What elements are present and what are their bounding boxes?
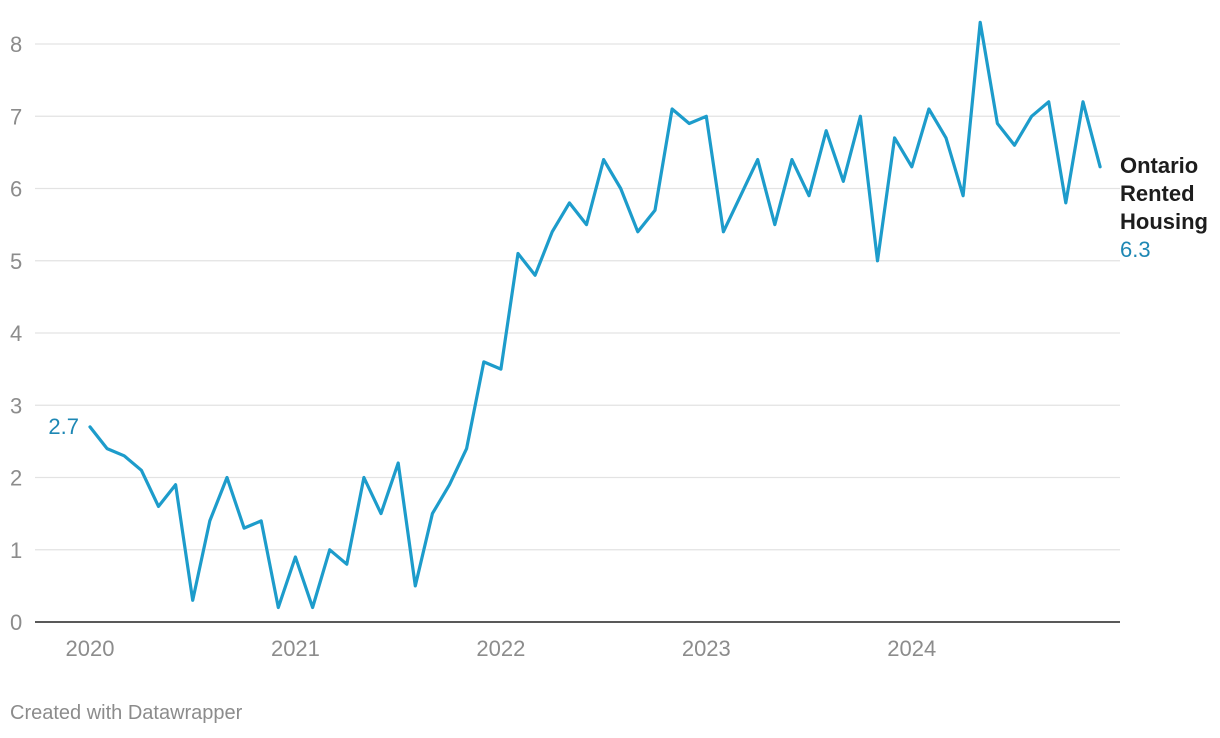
- data-point: 2022-04: 5.4: [549, 229, 555, 235]
- data-point: 2022-10: 5.7: [652, 207, 658, 213]
- data-point: 2023-11: 5: [875, 258, 881, 264]
- data-point: 2024-01: 6.3: [909, 164, 915, 170]
- data-point: 2021-04: 0.8: [344, 561, 350, 567]
- y-tick-label: 0: [10, 610, 22, 635]
- data-point: 2022-11: 7.1: [669, 106, 675, 112]
- data-point: 2022-01: 3.5: [498, 366, 504, 372]
- data-point: 2022-12: 6.9: [686, 120, 692, 126]
- data-point: 2020-02: 2.4: [104, 446, 110, 452]
- series-line-ontario-rented-housing: [88, 20, 1102, 610]
- series-start-value-label: 2.7: [48, 414, 79, 439]
- data-point: 2024-08: 7: [1029, 113, 1035, 119]
- data-point: 2021-05: 2: [361, 475, 367, 481]
- data-point: 2020-05: 1.6: [155, 503, 161, 509]
- series-labels: 2.7 Ontario Rented Housing 6.3: [48, 153, 1208, 439]
- data-point: 2023-09: 6.1: [840, 178, 846, 184]
- data-point: 2024-03: 6.7: [943, 135, 949, 141]
- data-point: 2020-09: 2: [224, 475, 230, 481]
- data-point: 2022-07: 6.4: [601, 157, 607, 163]
- series-end-value-label: 6.3: [1120, 237, 1151, 262]
- data-point: 2020-12: 0.2: [275, 605, 281, 611]
- data-point: 2024-06: 6.9: [994, 120, 1000, 126]
- x-axis: 2020 2021 2022 2023 2024: [66, 636, 937, 661]
- data-point: 2023-05: 5.5: [772, 222, 778, 228]
- data-point: 2020-07: 0.3: [190, 597, 196, 603]
- data-point: 2023-02: 5.4: [720, 229, 726, 235]
- data-point: 2023-10: 7: [857, 113, 863, 119]
- data-point: 2023-08: 6.8: [823, 128, 829, 134]
- data-point: 2024-07: 6.6: [1011, 142, 1017, 148]
- y-tick-label: 8: [10, 32, 22, 57]
- data-point: 2021-10: 1.9: [447, 482, 453, 488]
- footer-credit: Created with Datawrapper: [10, 702, 243, 724]
- data-point: 2023-07: 5.9: [806, 193, 812, 199]
- x-tick-label: 2024: [887, 636, 936, 661]
- data-point: 2022-09: 5.4: [635, 229, 641, 235]
- data-point: 2020-03: 2.3: [121, 453, 127, 459]
- x-tick-label: 2021: [271, 636, 320, 661]
- data-point: 2024-11: 7.2: [1080, 99, 1086, 105]
- data-point: 2020-11: 1.4: [258, 518, 264, 524]
- data-point: 2022-03: 4.8: [532, 272, 538, 278]
- data-point: 2020-08: 1.4: [207, 518, 213, 524]
- data-point: 2020-01: 2.7: [87, 424, 93, 430]
- x-tick-label: 2020: [66, 636, 115, 661]
- data-point: 2024-05: 8.3: [977, 19, 983, 25]
- data-point: 2021-02: 0.2: [310, 605, 316, 611]
- data-point: 2022-06: 5.5: [583, 222, 589, 228]
- data-point: 2023-01: 7: [703, 113, 709, 119]
- data-point: 2024-04: 5.9: [960, 193, 966, 199]
- y-tick-label: 6: [10, 177, 22, 202]
- data-point: 2021-11: 2.4: [464, 446, 470, 452]
- data-point: 2022-08: 6: [618, 186, 624, 192]
- y-tick-label: 4: [10, 321, 22, 346]
- data-point: 2021-08: 0.5: [412, 583, 418, 589]
- gridlines: [35, 43, 1120, 551]
- series-group: 2020-01: 2.7 2020-02: 2.4 2020-03: 2.3 2020…: [87, 19, 1103, 611]
- data-point: 2022-02: 5.1: [515, 251, 521, 257]
- data-point: 2024-02: 7.1: [926, 106, 932, 112]
- data-point: 2024-09: 7.2: [1046, 99, 1052, 105]
- data-point: 2021-01: 0.9: [292, 554, 298, 560]
- data-point: 2024-10: 5.8: [1063, 200, 1069, 206]
- y-tick-label: 3: [10, 393, 22, 418]
- data-point: 2021-12: 3.6: [481, 359, 487, 365]
- y-tick-label: 1: [10, 538, 22, 563]
- y-axis: 0 1 2 3 4 5 6 7 8: [10, 32, 22, 635]
- data-point: 2023-03: 5.9: [738, 193, 744, 199]
- data-point: 2024-12: 6.3: [1097, 164, 1103, 170]
- data-point: 2023-12: 6.7: [892, 135, 898, 141]
- data-point: 2022-05: 5.8: [566, 200, 572, 206]
- x-tick-label: 2023: [682, 636, 731, 661]
- x-tick-label: 2022: [476, 636, 525, 661]
- series-name-label: Ontario Rented Housing: [1120, 153, 1208, 234]
- data-point: 2021-07: 2.2: [395, 460, 401, 466]
- data-point: 2021-06: 1.5: [378, 511, 384, 517]
- data-point: 2020-04: 2.1: [138, 467, 144, 473]
- data-point: 2023-04: 6.4: [755, 157, 761, 163]
- data-point: 2020-06: 1.9: [173, 482, 179, 488]
- y-tick-label: 7: [10, 104, 22, 129]
- data-point: 2021-09: 1.5: [429, 511, 435, 517]
- data-point: 2021-03: 1: [327, 547, 333, 553]
- y-tick-label: 2: [10, 466, 22, 491]
- y-tick-label: 5: [10, 249, 22, 274]
- data-point: 2020-10: 1.3: [241, 525, 247, 531]
- data-point: 2023-06: 6.4: [789, 157, 795, 163]
